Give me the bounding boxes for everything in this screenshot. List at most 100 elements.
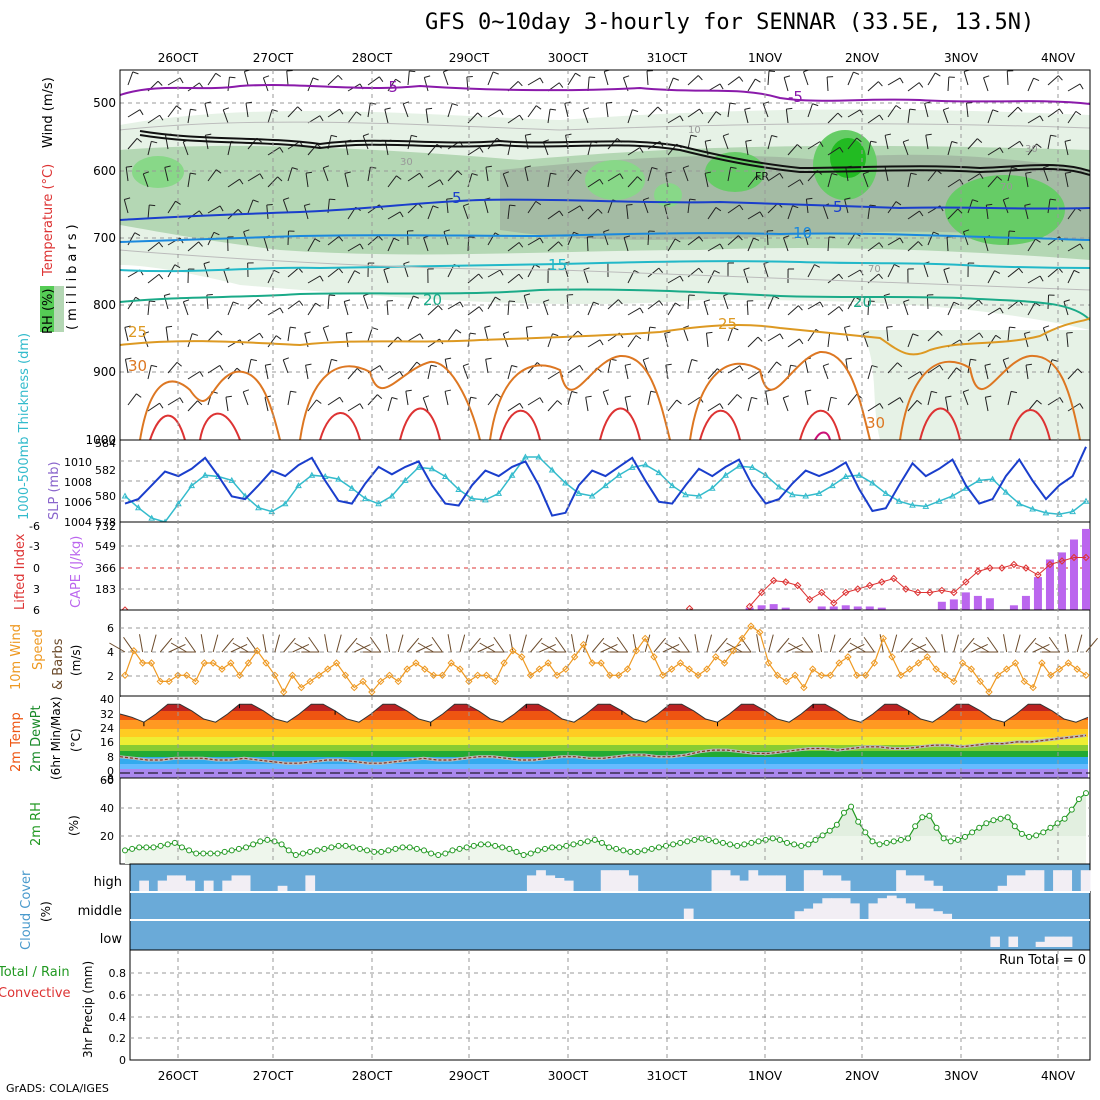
barb-staff [924, 103, 929, 118]
barb-flag [899, 397, 904, 403]
barb-staff [827, 236, 830, 252]
barb-staff [327, 359, 332, 374]
thickness-slp-panel: 584 582 580 578 1010 1008 1006 1004 1000… [17, 333, 1091, 529]
barb-staff [927, 330, 939, 342]
wind-barb [384, 107, 391, 124]
barb-flag [149, 300, 156, 303]
wind-speed-point [394, 677, 403, 686]
barb-staff [707, 270, 715, 284]
barb-flag [1036, 143, 1042, 148]
barb-staff [123, 199, 129, 214]
wind-barb [829, 634, 836, 653]
barb-staff [362, 295, 369, 310]
wind-barb [887, 263, 900, 278]
barb-flag [174, 264, 181, 269]
x-tick-label: 29OCT [449, 1069, 490, 1083]
rh-point [919, 814, 926, 821]
barb-staff [947, 302, 955, 316]
barb-staff [387, 175, 397, 188]
barb-staff [305, 173, 309, 188]
wind-barb [587, 76, 596, 92]
barb-staff [1047, 199, 1051, 214]
wind-speed-point [482, 671, 491, 679]
barb-staff [624, 365, 629, 380]
wind-barb [167, 105, 182, 118]
wind-barb [507, 114, 524, 124]
wind-barb [502, 331, 510, 348]
wind-barb [1002, 197, 1010, 214]
wind-barb [547, 333, 559, 348]
barb-staff [267, 335, 277, 348]
barb-flag [819, 141, 824, 147]
li-point [986, 564, 994, 572]
barb-flag [784, 75, 791, 79]
rh-point [342, 842, 349, 849]
barb-flag [703, 299, 711, 303]
barb-staff [907, 173, 912, 188]
barb-staff [744, 109, 749, 124]
barb-staff [507, 141, 512, 156]
wind-barb [647, 106, 663, 118]
wind-barb [987, 334, 1001, 348]
thickness-point [655, 469, 663, 476]
wind-barb [747, 336, 763, 348]
wind-barb [943, 267, 950, 284]
wind-barb [762, 101, 770, 118]
thickness-point [455, 485, 463, 492]
barb-staff [444, 391, 449, 406]
wind-speed-point [526, 671, 535, 679]
barb-flag [492, 71, 499, 75]
y-label-millibars: (millibars) [65, 220, 80, 330]
wind-barb [947, 76, 955, 92]
rh-point [307, 848, 314, 855]
wind-barb [586, 236, 594, 252]
li-point [914, 588, 922, 597]
barb-flag [643, 357, 650, 361]
barb-staff [567, 169, 577, 182]
thickness-point [348, 484, 356, 491]
rh-point [264, 836, 271, 843]
wind-barb [207, 169, 222, 182]
wind-barb [286, 70, 293, 86]
y-label-rh: RH (%) [41, 289, 56, 334]
barb-flag [526, 325, 533, 328]
wind-barb [507, 300, 516, 316]
barb-staff [1047, 294, 1050, 310]
wind-barb [187, 241, 203, 252]
barb-staff [887, 264, 895, 278]
wind-speed-point [844, 653, 852, 661]
barb-flag [279, 147, 284, 153]
barb-staff [1007, 327, 1010, 342]
cloud-middle-bar [868, 903, 879, 919]
barb-staff [967, 199, 973, 214]
rh-point [719, 839, 726, 846]
barb-flag [910, 172, 917, 175]
temp-tick: 0 [107, 765, 114, 778]
wind-speed-point [562, 665, 570, 673]
barb-flag [673, 77, 679, 81]
wind-barb [867, 300, 875, 316]
barb-staff [182, 141, 189, 156]
barb-staff [807, 141, 821, 150]
barb-staff [387, 397, 393, 412]
barb-staff [907, 241, 919, 252]
wind-barb [727, 394, 743, 406]
wind-barb [807, 103, 819, 118]
barb-staff [847, 137, 858, 150]
wind-barb [147, 114, 164, 124]
wind-speed-point [174, 671, 182, 679]
barb-staff [903, 301, 909, 316]
barb-staff [547, 333, 553, 348]
barb-staff [567, 72, 576, 86]
barb-staff [687, 108, 700, 118]
barb-flag [213, 231, 220, 236]
run-total: Run Total = 0 [999, 953, 1086, 968]
wind-barb [747, 237, 760, 252]
wind-barb [567, 205, 584, 214]
wind-barb [705, 331, 713, 348]
wind-speed-point [262, 659, 270, 667]
barb-flag [136, 393, 142, 398]
barb-staff [527, 105, 537, 118]
barb-flag [354, 270, 361, 274]
wind-barb [867, 81, 883, 92]
